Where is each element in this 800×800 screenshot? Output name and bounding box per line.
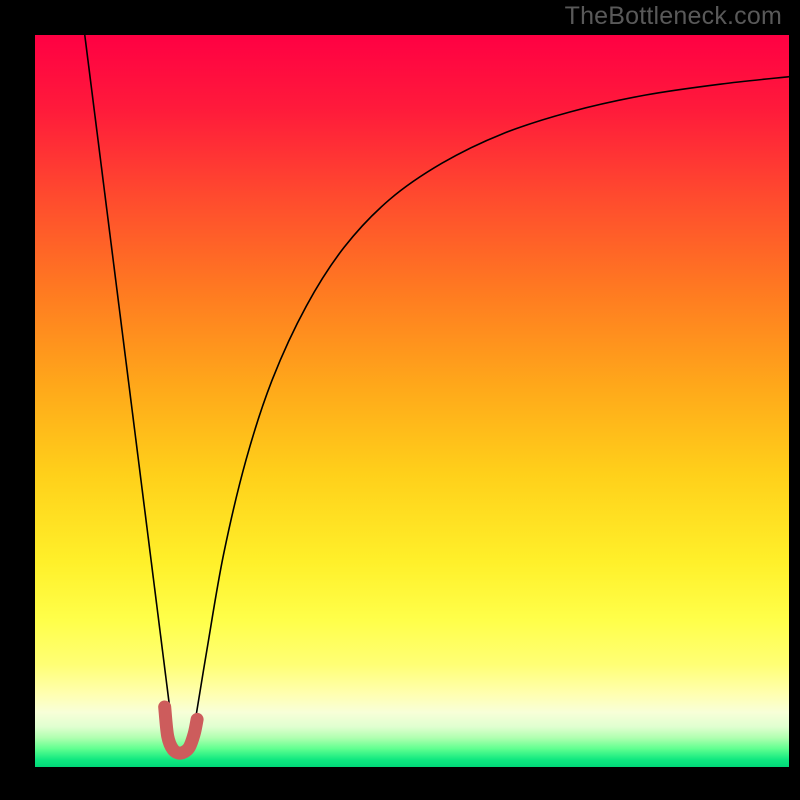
watermark-text: TheBottleneck.com (565, 2, 782, 31)
bottleneck-chart (0, 0, 800, 800)
chart-container: TheBottleneck.com (0, 0, 800, 800)
plot-background (35, 35, 789, 767)
